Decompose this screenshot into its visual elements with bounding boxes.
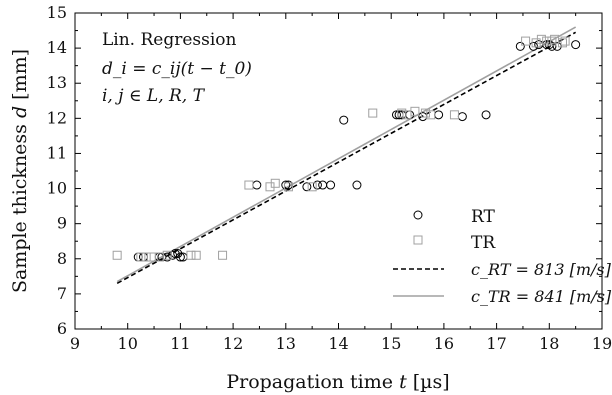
annotation-title: Lin. Regression	[102, 30, 237, 50]
point-tr	[162, 250, 172, 260]
point-tr	[420, 108, 430, 118]
x-tick-labels: 9 10 11 12 13 14 15 16 17 18 19	[70, 334, 612, 353]
y-tick-label: 9	[57, 214, 67, 233]
y-tick-label: 10	[47, 179, 67, 198]
fit-line-c-tr	[116, 26, 577, 283]
point-tr	[307, 182, 317, 192]
point-tr	[136, 252, 146, 262]
y-tick-label: 6	[57, 319, 67, 338]
point-tr	[112, 250, 122, 260]
point-rt	[457, 112, 467, 122]
x-tick-label: 10	[118, 334, 138, 353]
point-rt	[571, 40, 581, 50]
annotation-formula: d_i = c_ij(t − t_0)	[102, 59, 252, 79]
point-rt	[434, 110, 444, 120]
x-tick-label: 16	[434, 334, 454, 353]
point-rt	[515, 41, 525, 51]
point-tr	[283, 182, 293, 192]
point-tr	[410, 106, 420, 116]
point-tr	[557, 38, 567, 48]
legend-label-tr: TR	[471, 233, 496, 253]
regression-annotation: Lin. Regression d_i = c_ij(t − t_0) i, j…	[102, 30, 252, 106]
point-tr	[270, 178, 280, 188]
y-axis-label: Sample thickness d [mm]	[9, 49, 31, 293]
legend-marker-tr	[413, 235, 423, 245]
point-rt	[312, 180, 322, 190]
point-tr	[146, 252, 156, 262]
fit-lines	[116, 26, 577, 285]
point-rt	[339, 115, 349, 125]
x-tick-label: 14	[328, 334, 348, 353]
y-tick-label: 13	[47, 73, 67, 92]
point-rt	[252, 180, 262, 190]
legend-label-fit-tr: c_TR = 841 [m/s]	[471, 287, 612, 306]
point-rt	[352, 180, 362, 190]
point-rt	[281, 180, 291, 190]
fit-line-c-rt	[116, 31, 577, 285]
x-tick-label: 11	[170, 334, 190, 353]
point-tr	[521, 36, 531, 46]
x-axis-label: Propagation time t [µs]	[226, 371, 449, 393]
point-rt	[318, 180, 328, 190]
point-tr	[547, 36, 557, 46]
point-rt	[175, 252, 185, 262]
x-tick-label: 15	[381, 334, 401, 353]
point-rt	[139, 252, 149, 262]
point-rt	[391, 110, 401, 120]
point-tr	[560, 36, 570, 46]
point-tr	[397, 108, 407, 118]
legend-label-rt: RT	[471, 207, 496, 227]
y-tick-label: 11	[47, 143, 67, 162]
y-tick-label: 15	[47, 3, 67, 22]
x-tick-label: 19	[592, 334, 612, 353]
point-tr	[218, 250, 228, 260]
point-tr	[426, 110, 436, 120]
point-rt	[547, 41, 557, 51]
y-tick-label: 12	[47, 108, 67, 127]
x-tick-label: 18	[539, 334, 559, 353]
x-tick-label: 9	[70, 334, 80, 353]
point-rt	[481, 110, 491, 120]
point-tr	[186, 250, 196, 260]
point-tr	[141, 252, 151, 262]
y-tick-label: 14	[47, 38, 67, 57]
annotation-indices: i, j ∈ L, R, T	[102, 86, 206, 106]
y-tick-labels: 6 7 8 9 10 11 12 13 14 15	[47, 3, 67, 338]
point-tr	[449, 110, 459, 120]
legend: RT TR c_RT = 813 [m/s] c_TR = 841 [m/s]	[393, 207, 612, 306]
point-tr	[536, 34, 546, 44]
point-tr	[191, 250, 201, 260]
data-points	[112, 34, 581, 262]
point-tr	[368, 108, 378, 118]
legend-label-fit-rt: c_RT = 813 [m/s]	[471, 260, 612, 279]
point-tr	[244, 180, 254, 190]
point-rt	[302, 182, 312, 192]
y-tick-label: 8	[57, 249, 67, 268]
x-tick-label: 13	[276, 334, 296, 353]
legend-marker-rt	[413, 210, 423, 220]
y-tick-label: 7	[57, 284, 67, 303]
point-rt	[326, 180, 336, 190]
plot-frame	[74, 12, 603, 330]
x-tick-label: 12	[223, 334, 243, 353]
x-tick-label: 17	[486, 334, 506, 353]
